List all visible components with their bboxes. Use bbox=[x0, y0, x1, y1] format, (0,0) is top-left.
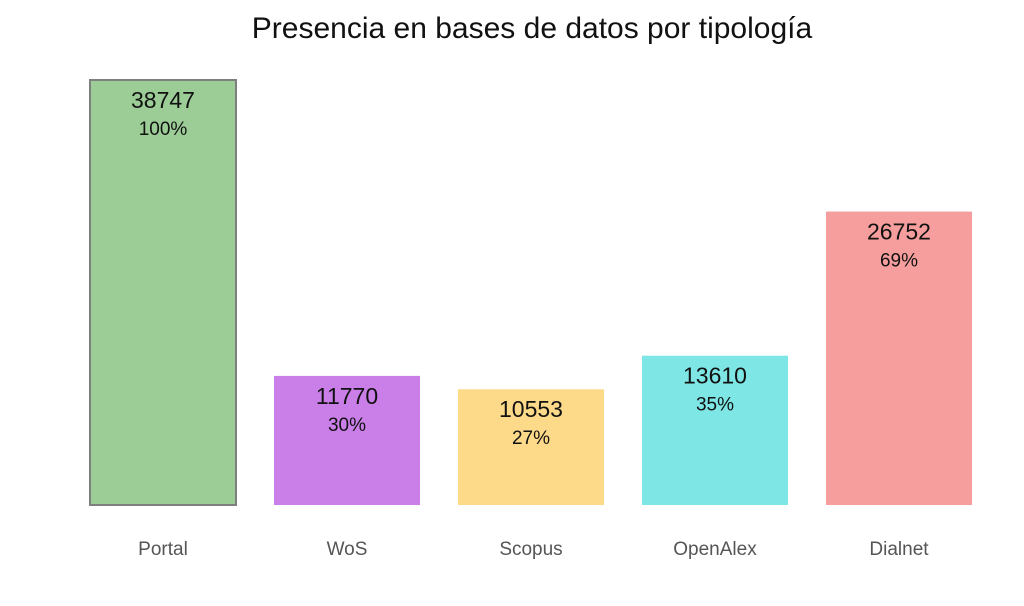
x-tick-label: WoS bbox=[327, 539, 368, 560]
x-tick-label: Portal bbox=[138, 539, 188, 560]
bar-percent-label: 30% bbox=[328, 415, 366, 436]
bar-percent-label: 100% bbox=[139, 119, 188, 140]
x-tick-label: OpenAlex bbox=[673, 539, 757, 560]
x-tick-label: Scopus bbox=[499, 539, 562, 560]
bar-value-label: 13610 bbox=[683, 363, 747, 389]
bar-value-label: 11770 bbox=[316, 383, 378, 409]
bar-dialnet bbox=[826, 211, 972, 506]
bar-scopus bbox=[458, 389, 604, 505]
x-tick-labels: Portal WoS Scopus OpenAlex Dialnet bbox=[138, 539, 929, 560]
bar-percent-label: 35% bbox=[696, 395, 734, 416]
bar-percent-label: 27% bbox=[512, 428, 550, 449]
bar-value-label: 38747 bbox=[131, 87, 195, 113]
bars-group: 38747 100% 11770 30% 10553 27% 13610 35% 26752 69… bbox=[89, 79, 972, 506]
bar-percent-label: 69% bbox=[880, 251, 918, 272]
x-tick-label: Dialnet bbox=[869, 539, 929, 560]
bar-value-label: 10553 bbox=[499, 396, 563, 422]
chart-title: Presencia en bases de datos por tipologí… bbox=[252, 12, 813, 45]
bar-wos bbox=[274, 375, 420, 505]
bar-value-label: 26752 bbox=[867, 219, 931, 245]
bar-portal bbox=[89, 79, 237, 506]
bar-openalex bbox=[642, 355, 788, 505]
